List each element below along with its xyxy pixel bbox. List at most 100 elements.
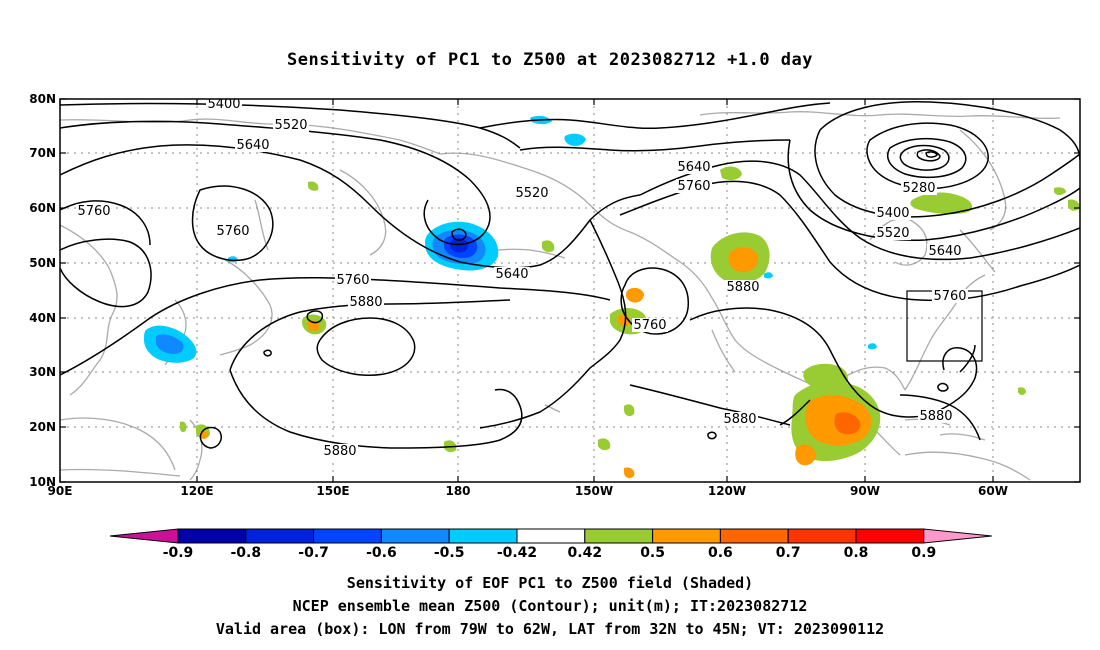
colorbar-segment xyxy=(719,528,789,544)
contour-5520-west xyxy=(60,120,491,246)
contour-low-ring-1 xyxy=(886,137,967,179)
plot-frame xyxy=(59,98,1081,483)
colorbar-tick-label: -0.9 xyxy=(163,545,194,561)
lon-tick-label: 150W xyxy=(575,484,613,498)
contour-low-ring-3 xyxy=(916,149,941,162)
shade-negative-small-5 xyxy=(868,343,877,350)
colorbar-labels: -0.9 -0.8 -0.7 -0.6 -0.5 -0.42 0.42 0.5 0.6 0.7 0.… xyxy=(163,545,937,561)
lat-tick-label: 40N xyxy=(29,311,56,325)
colorbar-tick-label: -0.7 xyxy=(298,545,329,561)
coast-gulf-mexico xyxy=(839,366,906,391)
coast-alaska xyxy=(439,152,631,233)
contour-label-bg xyxy=(722,412,758,426)
shade-positive-pacific-1 xyxy=(598,438,611,451)
coast-sakhalin-kamchatka xyxy=(254,169,387,256)
colorbar-tick-label: -0.8 xyxy=(230,545,261,561)
sensitivity-shading xyxy=(144,115,1080,479)
coast-china-south xyxy=(60,417,176,471)
contour-small-pac-2 xyxy=(707,431,717,440)
contour-label: 5760 xyxy=(633,318,666,333)
contour-label: 5520 xyxy=(515,186,548,201)
contour-5760-trough xyxy=(589,219,627,369)
contour-5400-east xyxy=(814,101,1080,218)
contour-label-bg xyxy=(348,295,384,309)
colorbar-tick-label: -0.5 xyxy=(434,545,465,561)
contour-label: 5520 xyxy=(876,226,909,241)
lat-tick-label: 70N xyxy=(29,146,56,160)
coast-south-america xyxy=(904,451,1031,481)
contour-label: 5640 xyxy=(495,267,528,282)
lon-tick-label: 180 xyxy=(445,484,470,498)
contour-labels: 5400 5520 5640 5760 5760 5520 5640 5760 5880 5640… xyxy=(76,97,968,459)
contour-5760-mid xyxy=(60,276,611,376)
contour-label: 5640 xyxy=(236,138,269,153)
contour-5520-east xyxy=(787,139,1080,241)
lat-tick-label: 60N xyxy=(29,201,56,215)
contour-label-bg xyxy=(918,409,954,423)
shade-positive-pacific-5 xyxy=(308,181,319,191)
contour-label: 5880 xyxy=(349,295,382,310)
contour-label: 5760 xyxy=(77,204,110,219)
coast-na-east xyxy=(904,274,986,391)
contour-label-bg xyxy=(335,273,371,287)
contour-label-bg xyxy=(676,160,712,174)
contour-label-bg xyxy=(901,181,937,195)
contour-label: 5880 xyxy=(726,280,759,295)
colorbar-tick-label: 0.6 xyxy=(708,545,733,561)
contour-label-bg xyxy=(875,226,911,240)
axis-ticks xyxy=(59,98,1080,483)
contour-label-bg xyxy=(494,267,530,281)
contour-label-bg xyxy=(215,224,251,238)
lon-tick-label: 90E xyxy=(48,484,73,498)
colorbar-segment xyxy=(855,528,925,544)
shade-positive-canada xyxy=(720,166,742,181)
contour-5880-ridge xyxy=(689,307,978,418)
contour-5760-main xyxy=(60,238,152,308)
colorbar-segment xyxy=(177,528,247,544)
colorbar-tick-label: -0.6 xyxy=(366,545,397,561)
lat-tick-label: 20N xyxy=(29,420,56,434)
lat-tick-label: 30N xyxy=(29,365,56,379)
colorbar-tick-label: 0.42 xyxy=(568,545,603,561)
contour-label-bg xyxy=(676,179,712,193)
contour-small-pac-1 xyxy=(263,349,272,357)
contour-5760-north-pac xyxy=(60,185,274,262)
contour-label: 5640 xyxy=(928,244,961,259)
lat-tick-label: 50N xyxy=(29,256,56,270)
caption-shaded: Sensitivity of EOF PC1 to Z500 field (Sh… xyxy=(346,574,754,592)
lat-tick-label: 80N xyxy=(29,92,56,106)
coast-hawaii xyxy=(544,404,561,413)
shade-negative-small-2 xyxy=(564,133,586,147)
coast-na-west xyxy=(629,231,831,396)
lon-tick-label: 60W xyxy=(978,484,1008,498)
contour-label: 5400 xyxy=(207,97,240,112)
contour-small-atl-1 xyxy=(937,382,949,392)
colorbar-segment xyxy=(245,528,315,544)
contour-5880-east xyxy=(479,367,791,429)
caption-contour: NCEP ensemble mean Z500 (Contour); unit(… xyxy=(292,597,808,615)
contour-label: 5880 xyxy=(723,412,756,427)
contour-small-japan xyxy=(306,310,324,324)
contour-5880-lower xyxy=(229,369,523,449)
contour-label: 5760 xyxy=(336,273,369,288)
contour-label-bg xyxy=(322,444,358,458)
shade-positive-pacific-3 xyxy=(624,404,635,417)
coast-hudson xyxy=(869,218,928,266)
contour-5760-cutoff xyxy=(620,267,690,335)
coast-greenland xyxy=(959,129,1007,231)
shade-negative-bering xyxy=(425,221,499,271)
contour-label-bg xyxy=(632,318,668,332)
contour-5640-west xyxy=(60,144,641,269)
coast-asia-east xyxy=(60,224,118,396)
colorbar-tick-label: -0.42 xyxy=(497,545,537,561)
colorbar xyxy=(109,528,992,544)
contour-label-bg xyxy=(235,138,271,152)
shade-positive-gulf xyxy=(791,363,881,466)
colorbar-segment xyxy=(313,528,382,544)
lat-tick-label: 10N xyxy=(29,475,56,489)
contour-small-bering xyxy=(451,228,467,241)
plot-title: Sensitivity of PC1 to Z500 at 2023082712… xyxy=(286,50,813,70)
shade-negative-small-4 xyxy=(764,272,773,279)
